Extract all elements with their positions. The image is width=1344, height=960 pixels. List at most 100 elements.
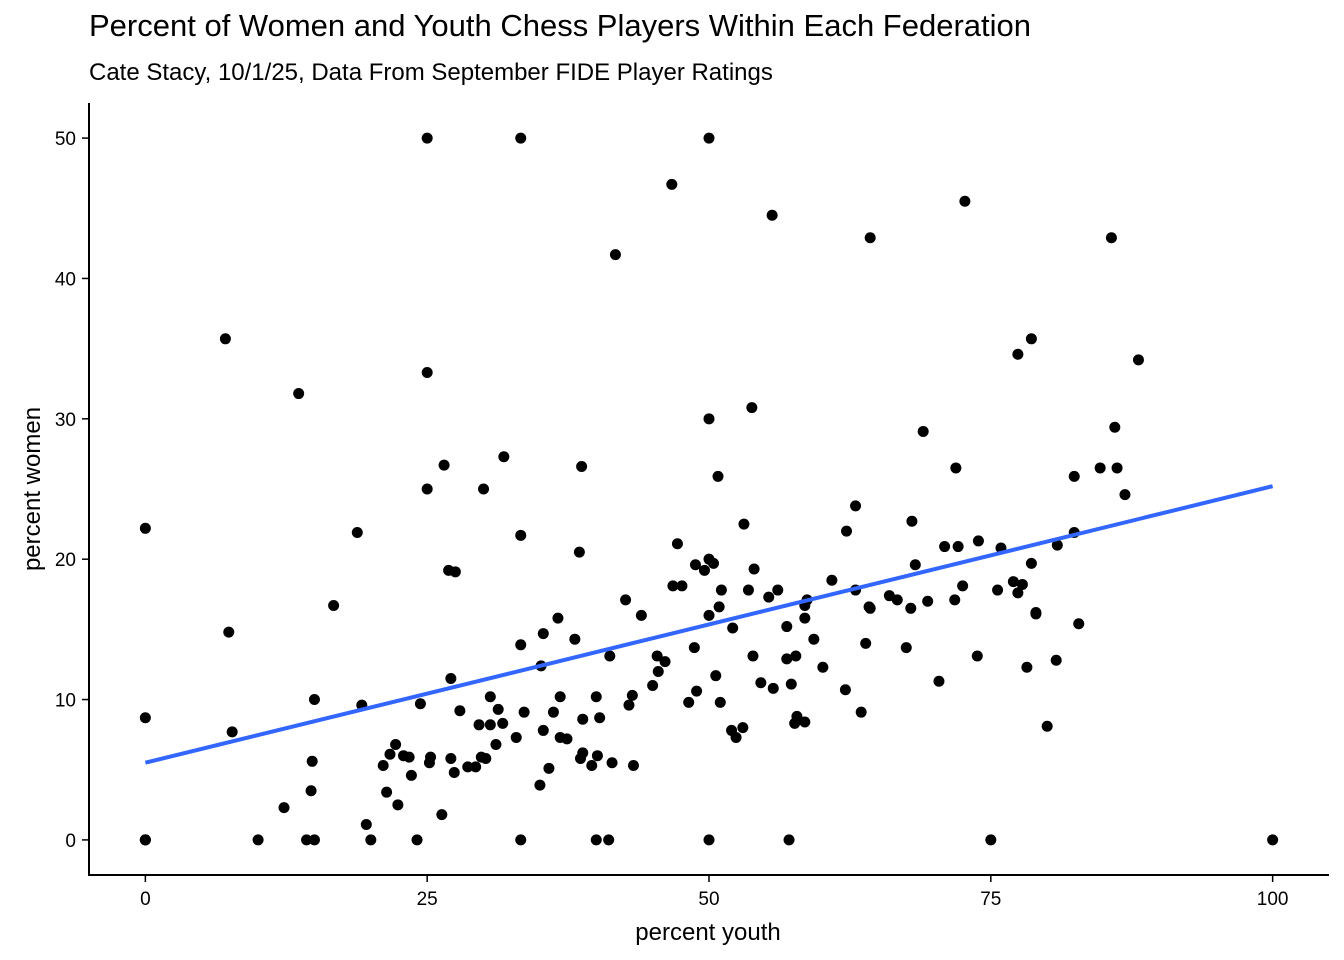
data-point-151: [864, 232, 876, 244]
data-point-60: [515, 834, 527, 846]
data-point-148: [855, 706, 867, 718]
data-point-121: [742, 584, 754, 596]
data-point-192: [1119, 489, 1131, 501]
data-point-154: [891, 594, 903, 606]
data-point-21: [377, 760, 389, 772]
data-point-79: [590, 834, 602, 846]
x-tick-label: 100: [1257, 889, 1289, 910]
data-point-85: [606, 757, 618, 769]
data-point-189: [1105, 232, 1117, 244]
data-point-123: [747, 650, 759, 662]
data-point-67: [547, 706, 559, 718]
data-point-112: [712, 470, 724, 482]
points-layer: [139, 132, 1279, 846]
data-point-178: [1025, 333, 1037, 345]
data-point-51: [484, 719, 496, 731]
data-point-130: [781, 621, 793, 633]
data-point-94: [652, 665, 664, 677]
data-point-97: [667, 580, 679, 592]
data-point-168: [971, 650, 983, 662]
data-point-61: [518, 706, 530, 718]
data-point-82: [594, 712, 606, 724]
data-point-193: [1132, 354, 1144, 366]
data-point-119: [737, 722, 749, 734]
data-point-25: [392, 799, 404, 811]
data-point-15: [308, 694, 320, 706]
data-point-179: [1025, 557, 1037, 569]
y-tick-label: 10: [55, 691, 76, 712]
data-point-81: [591, 750, 603, 762]
data-point-99: [676, 580, 688, 592]
data-point-22: [381, 786, 393, 798]
data-point-62: [534, 779, 546, 791]
x-axis-title: percent youth: [635, 919, 780, 946]
data-point-7: [226, 726, 238, 738]
data-point-163: [949, 594, 961, 606]
data-point-10: [293, 388, 305, 400]
data-point-169: [972, 535, 984, 547]
data-point-152: [864, 602, 876, 614]
data-point-106: [703, 413, 715, 425]
data-point-109: [703, 834, 715, 846]
data-point-194: [1267, 834, 1279, 846]
data-point-49: [480, 752, 492, 764]
data-point-117: [727, 622, 739, 634]
data-point-114: [714, 696, 726, 708]
data-point-144: [839, 684, 851, 696]
data-point-32: [421, 366, 433, 378]
data-point-176: [1016, 578, 1028, 590]
data-point-42: [449, 566, 461, 578]
data-point-88: [623, 699, 635, 711]
data-point-190: [1109, 421, 1121, 433]
data-point-87: [620, 594, 632, 606]
data-point-84: [604, 650, 616, 662]
data-point-6: [223, 626, 235, 638]
data-point-166: [957, 580, 969, 592]
data-point-19: [360, 818, 372, 830]
data-point-110: [708, 557, 720, 569]
data-point-86: [609, 249, 621, 261]
data-point-46: [473, 719, 485, 731]
data-point-98: [671, 538, 683, 550]
data-point-57: [515, 132, 527, 144]
data-point-156: [905, 602, 917, 614]
data-point-43: [454, 705, 466, 717]
x-tick-label: 25: [417, 889, 438, 910]
data-point-33: [421, 483, 433, 495]
y-tick-label: 50: [55, 129, 76, 150]
data-point-44: [462, 761, 474, 773]
axes-layer: 0 25 50 75 100 0 10 20 30 40 50: [55, 103, 1329, 910]
data-point-54: [497, 717, 509, 729]
x-tick-label: 0: [140, 889, 151, 910]
data-point-155: [900, 642, 912, 654]
data-point-40: [445, 752, 457, 764]
data-point-28: [405, 769, 417, 781]
data-point-177: [1021, 661, 1033, 673]
data-point-149: [860, 637, 872, 649]
data-point-71: [561, 733, 573, 745]
data-point-92: [647, 680, 659, 692]
data-point-70: [554, 691, 566, 703]
data-point-66: [543, 762, 555, 774]
data-point-73: [573, 546, 585, 558]
data-point-128: [767, 682, 779, 694]
data-point-136: [791, 710, 803, 722]
data-point-29: [411, 834, 423, 846]
data-point-45: [470, 761, 482, 773]
data-point-165: [952, 541, 964, 553]
data-point-171: [992, 584, 1004, 596]
x-tick-label: 75: [980, 889, 1001, 910]
data-point-11: [301, 834, 313, 846]
data-point-164: [950, 462, 962, 474]
data-point-20: [365, 834, 377, 846]
data-point-185: [1068, 470, 1080, 482]
data-point-31: [421, 132, 433, 144]
data-point-93: [651, 650, 663, 662]
data-point-53: [492, 703, 504, 715]
data-point-5: [219, 333, 231, 345]
data-point-48: [478, 483, 490, 495]
y-tick-label: 30: [55, 410, 76, 431]
x-tick-label: 50: [698, 889, 719, 910]
data-point-183: [1050, 654, 1062, 666]
data-point-113: [713, 601, 725, 613]
